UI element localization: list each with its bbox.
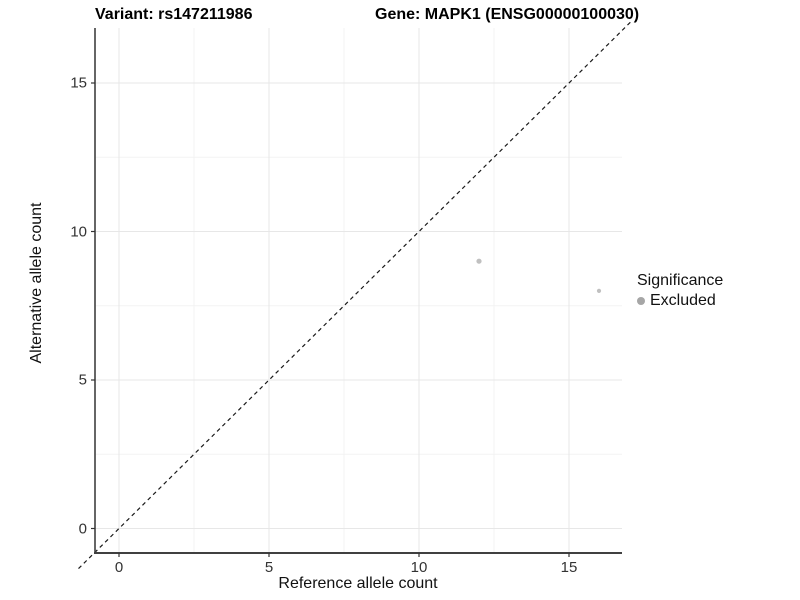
y-tick-label: 15	[70, 74, 87, 92]
x-tick-label: 0	[114, 559, 124, 576]
x-tick-label: 10	[410, 559, 428, 576]
y-tick-label: 0	[78, 520, 87, 537]
legend: Significance Excluded	[637, 272, 723, 310]
legend-item-label: Excluded	[650, 292, 716, 309]
y-tick-label: 10	[70, 223, 87, 240]
data-point	[476, 258, 482, 264]
legend-key-dot-icon	[637, 297, 645, 305]
y-tick-label: 5	[78, 371, 87, 389]
data-point	[596, 288, 602, 293]
identity-dashed-line	[78, 20, 633, 570]
x-axis-title: Reference allele count	[278, 575, 438, 592]
legend-item-excluded: Excluded	[637, 292, 723, 310]
legend-title: Significance	[637, 272, 724, 289]
plot-title-variant: Variant: rs147211986	[95, 6, 253, 23]
x-tick-label: 5	[264, 559, 274, 576]
y-axis-title: Alternative allele count	[28, 202, 45, 364]
plot-title-gene: Gene: MAPK1 (ENSG00000100030)	[375, 6, 640, 23]
x-tick-label: 15	[560, 559, 578, 576]
